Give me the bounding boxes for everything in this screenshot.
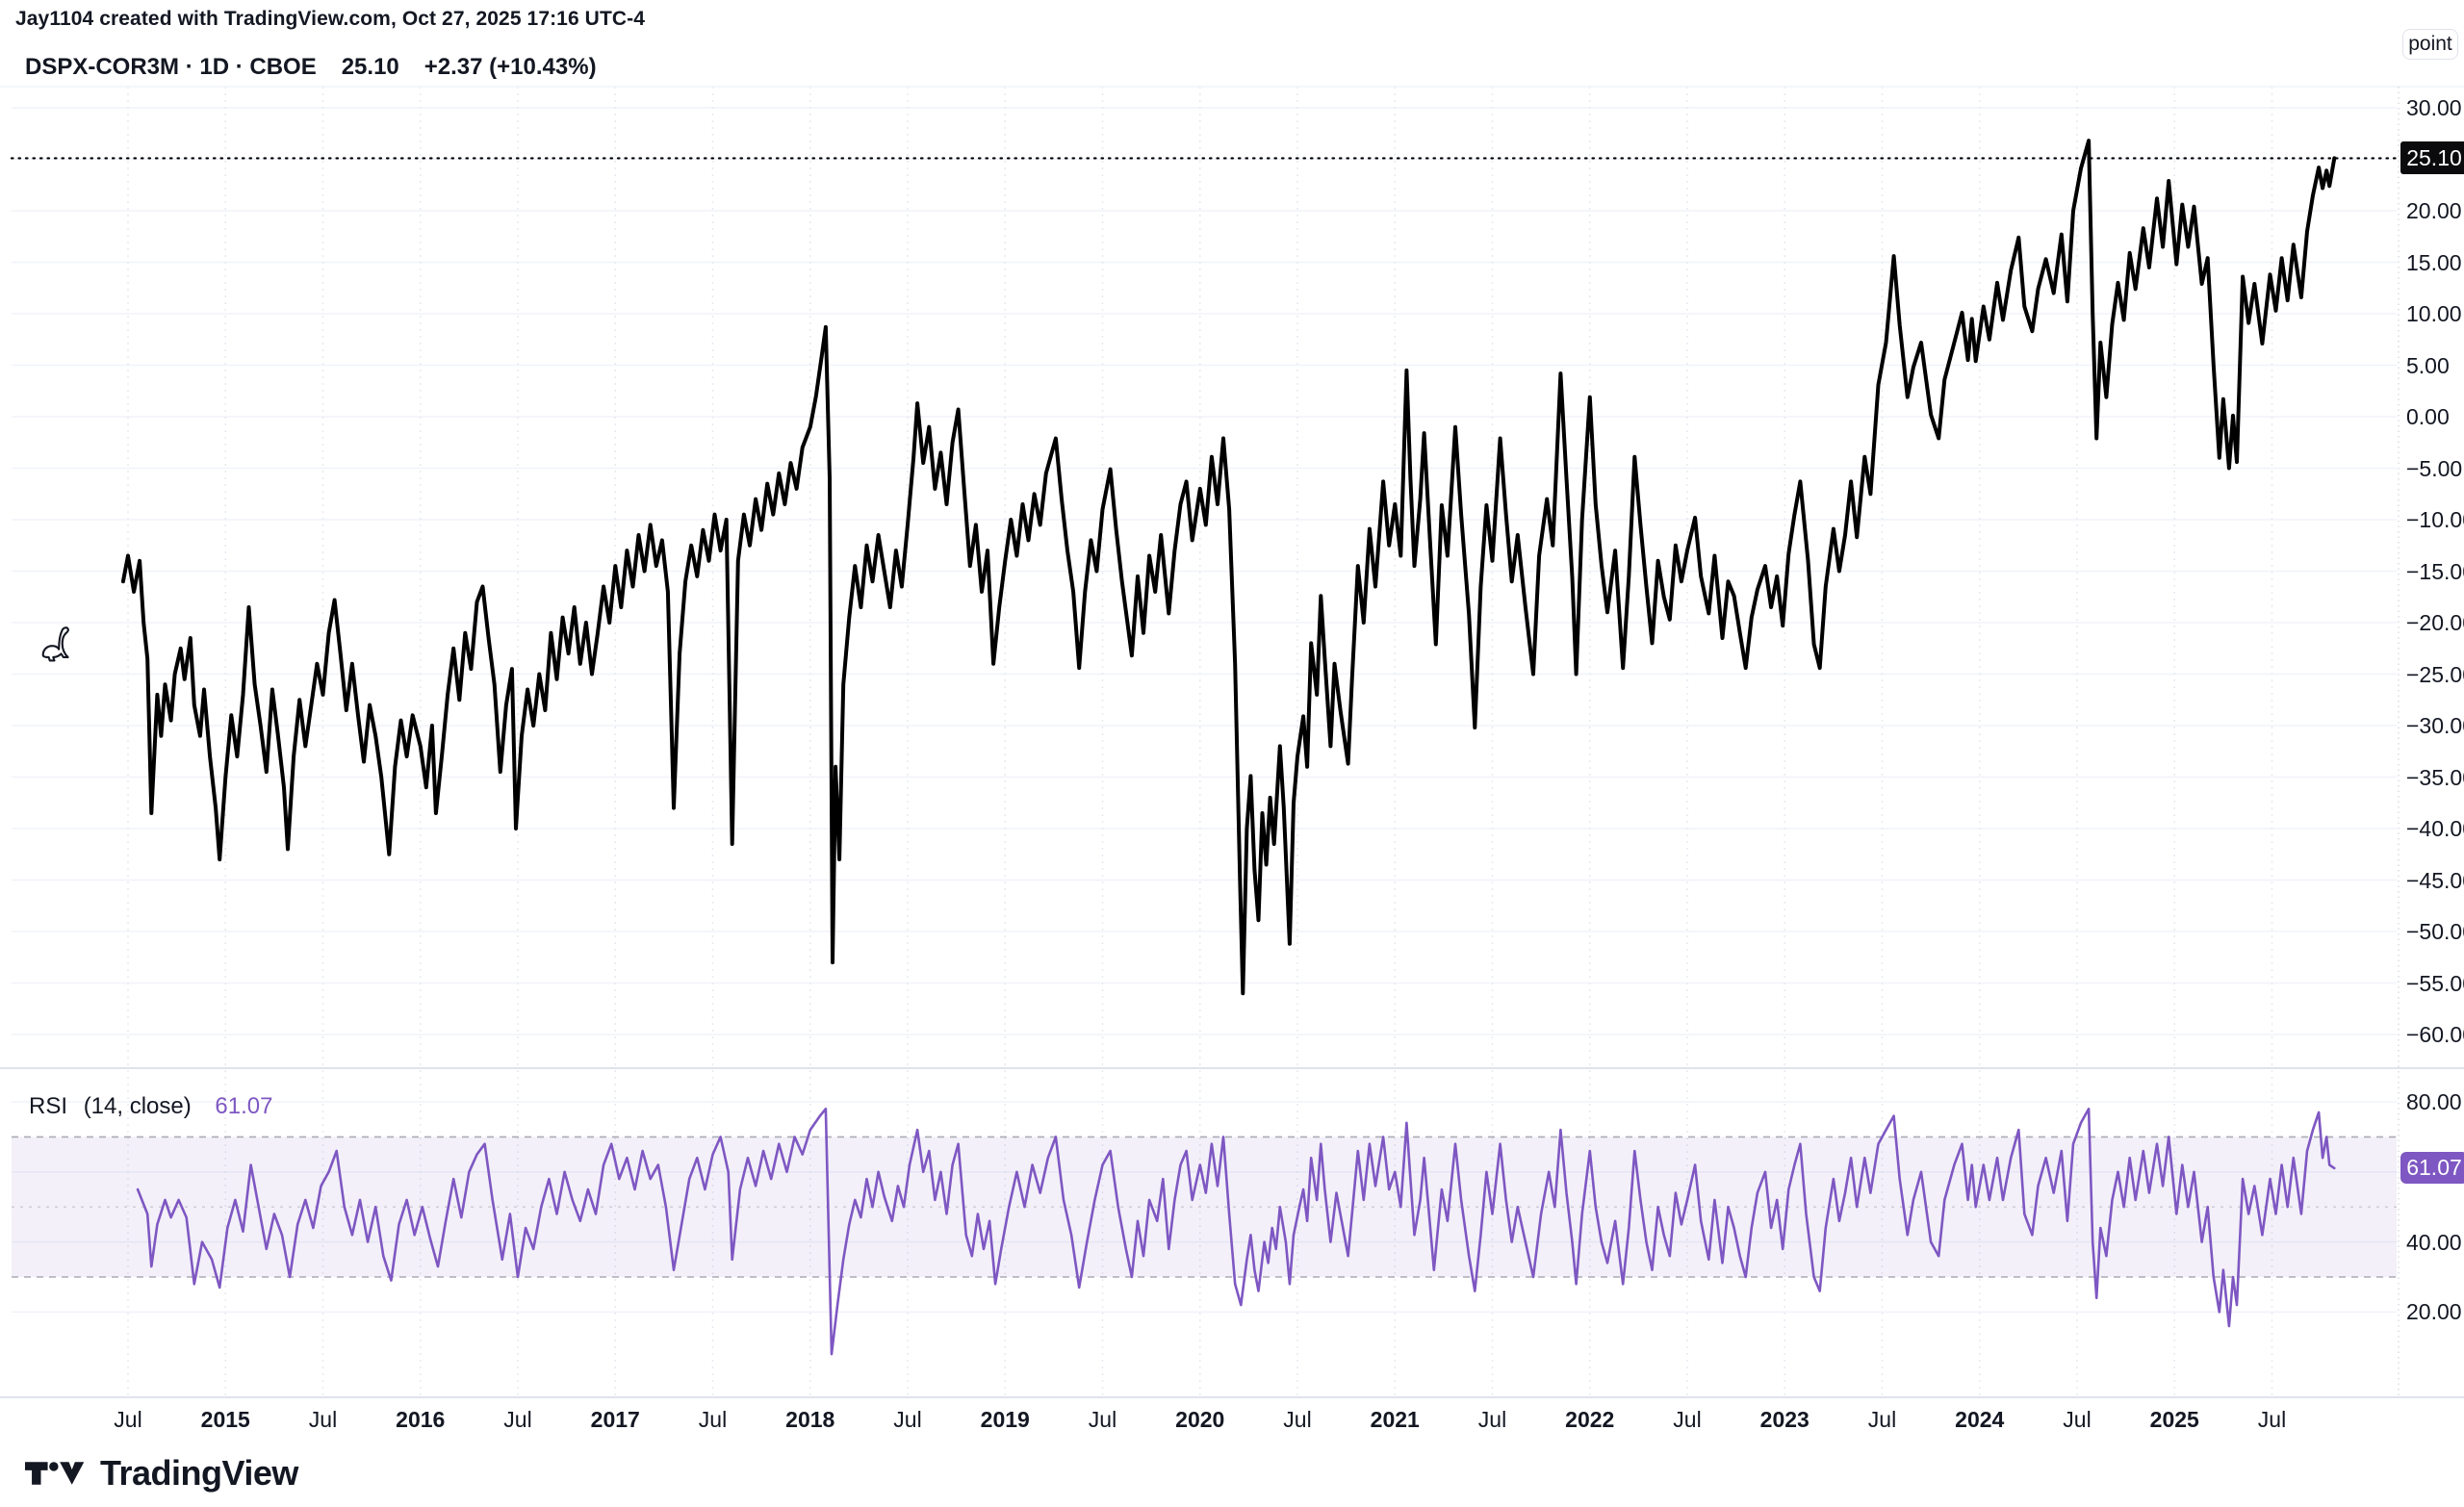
attribution-text: Jay1104 created with TradingView.com, Oc… xyxy=(15,8,646,30)
price-tick-label: −35.00 xyxy=(2406,764,2464,790)
time-tick-label: 2018 xyxy=(785,1407,835,1432)
price-tick-label: 15.00 xyxy=(2406,249,2462,275)
tradingview-logo-icon xyxy=(25,1462,85,1485)
price-tick-label: −25.00 xyxy=(2406,661,2464,687)
rsi-line-series[interactable] xyxy=(136,1108,2336,1356)
symbol-legend[interactable]: DSPX-COR3M · 1D · CBOE 25.10 +2.37 (+10.43… xyxy=(25,54,622,81)
price-tick-label: −5.00 xyxy=(2406,455,2463,481)
time-tick-label: 2020 xyxy=(1175,1407,1225,1432)
price-change-value: +2.37 (+10.43%) xyxy=(424,54,597,80)
rsi-tick-label: 40.00 xyxy=(2406,1229,2462,1255)
price-tick-label: −20.00 xyxy=(2406,610,2464,635)
time-tick-label: 2019 xyxy=(980,1407,1030,1432)
price-tick-label: 0.00 xyxy=(2406,404,2450,429)
price-tick-label: −50.00 xyxy=(2406,919,2464,944)
time-tick-label: Jul xyxy=(1867,1407,1897,1432)
price-tick-label: −45.00 xyxy=(2406,867,2464,893)
symbol-title: DSPX-COR3M · 1D · CBOE xyxy=(25,54,317,80)
time-tick-label: 2022 xyxy=(1565,1407,1615,1432)
time-tick-label: 2023 xyxy=(1759,1407,1810,1432)
rsi-indicator-name: RSI xyxy=(29,1093,68,1119)
tradingview-logo-text: TradingView xyxy=(100,1453,298,1493)
rsi-legend[interactable]: RSI (14, close) 61.07 xyxy=(29,1093,272,1120)
price-tick-label: −55.00 xyxy=(2406,970,2464,996)
time-tick-label: Jul xyxy=(1477,1407,1507,1432)
time-tick-label: Jul xyxy=(1283,1407,1312,1432)
price-scale-unit-button[interactable]: point xyxy=(2402,29,2458,60)
price-tick-label: 30.00 xyxy=(2406,95,2462,120)
rsi-tick-label: 20.00 xyxy=(2406,1299,2462,1325)
rsi-indicator-value: 61.07 xyxy=(215,1093,273,1119)
price-tick-label: 5.00 xyxy=(2406,352,2450,378)
last-price-badge-value: 25.10 xyxy=(2406,144,2462,170)
time-tick-label: 2021 xyxy=(1370,1407,1420,1432)
time-tick-label: Jul xyxy=(698,1407,728,1432)
time-tick-label: Jul xyxy=(893,1407,922,1432)
last-price-value: 25.10 xyxy=(341,54,399,80)
price-tick-label: −40.00 xyxy=(2406,816,2464,841)
rsi-indicator-params: (14, close) xyxy=(83,1093,192,1119)
price-tick-label: −15.00 xyxy=(2406,558,2464,584)
dino-icon xyxy=(41,626,69,662)
rsi-tick-label: 80.00 xyxy=(2406,1089,2462,1114)
time-tick-label: 2017 xyxy=(590,1407,640,1432)
time-tick-label: 2015 xyxy=(200,1407,250,1432)
time-tick-label: Jul xyxy=(308,1407,338,1432)
price-tick-label: −30.00 xyxy=(2406,713,2464,738)
price-tick-label: 20.00 xyxy=(2406,198,2462,223)
time-tick-label: Jul xyxy=(2063,1407,2092,1432)
price-line-series[interactable] xyxy=(120,139,2337,996)
time-tick-label: Jul xyxy=(503,1407,532,1432)
price-tick-label: 10.00 xyxy=(2406,301,2462,326)
tradingview-logo[interactable]: TradingView xyxy=(25,1453,298,1494)
price-scale-unit-label: point xyxy=(2408,33,2452,55)
time-tick-label: 2024 xyxy=(1955,1407,2005,1432)
time-tick-label: Jul xyxy=(114,1407,142,1432)
last-price-badge: 25.10 xyxy=(2400,141,2464,174)
time-tick-label: 2016 xyxy=(396,1407,446,1432)
rsi-value-badge: 61.07 xyxy=(2400,1152,2464,1184)
time-tick-label: 2025 xyxy=(2149,1407,2199,1432)
rsi-badge-value: 61.07 xyxy=(2406,1155,2462,1180)
price-tick-label: −10.00 xyxy=(2406,507,2464,532)
time-tick-label: Jul xyxy=(1673,1407,1702,1432)
time-tick-label: Jul xyxy=(2257,1407,2287,1432)
price-tick-label: −60.00 xyxy=(2406,1022,2464,1047)
time-tick-label: Jul xyxy=(1088,1407,1117,1432)
